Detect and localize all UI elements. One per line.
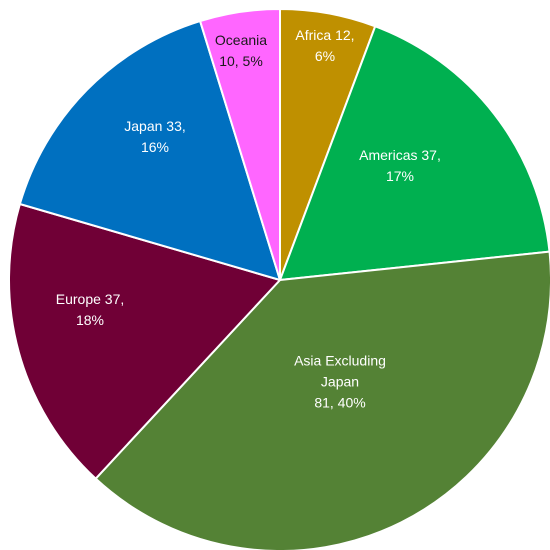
data-label-line: Japan 33,: [124, 118, 186, 134]
pie-slice-americas: [279, 25, 550, 281]
data-label-asia-excluding-japan: Asia Excluding Japan 81, 40%: [294, 353, 386, 411]
data-label-line: Americas 37,: [359, 147, 441, 163]
data-label-line: 81, 40%: [314, 395, 365, 411]
data-label-line: Europe 37,: [56, 291, 125, 307]
data-label-europe: Europe 37, 18%: [56, 291, 125, 328]
data-label-line: 16%: [141, 139, 169, 155]
data-label-line: 6%: [315, 48, 335, 64]
data-label-line: 18%: [76, 312, 104, 328]
data-label-line: Africa 12,: [295, 27, 354, 43]
data-label-line: Oceania: [215, 32, 267, 48]
pie-slice-asia-excluding-japan: [94, 250, 550, 550]
pie-slice-japan: [18, 20, 281, 281]
data-label-africa: Africa 12, 6%: [295, 27, 354, 64]
pie-slice-europe: [8, 203, 281, 480]
data-label-line: Asia Excluding: [294, 353, 386, 369]
data-label-line: 17%: [386, 168, 414, 184]
data-label-japan: Japan 33, 16%: [124, 118, 186, 155]
data-label-oceania: Oceania 10, 5%: [215, 32, 267, 69]
pie-slice-oceania: [199, 8, 281, 281]
data-label-line: Japan: [321, 374, 359, 390]
data-label-line: 10, 5%: [219, 53, 263, 69]
data-label-americas: Americas 37, 17%: [359, 147, 441, 184]
